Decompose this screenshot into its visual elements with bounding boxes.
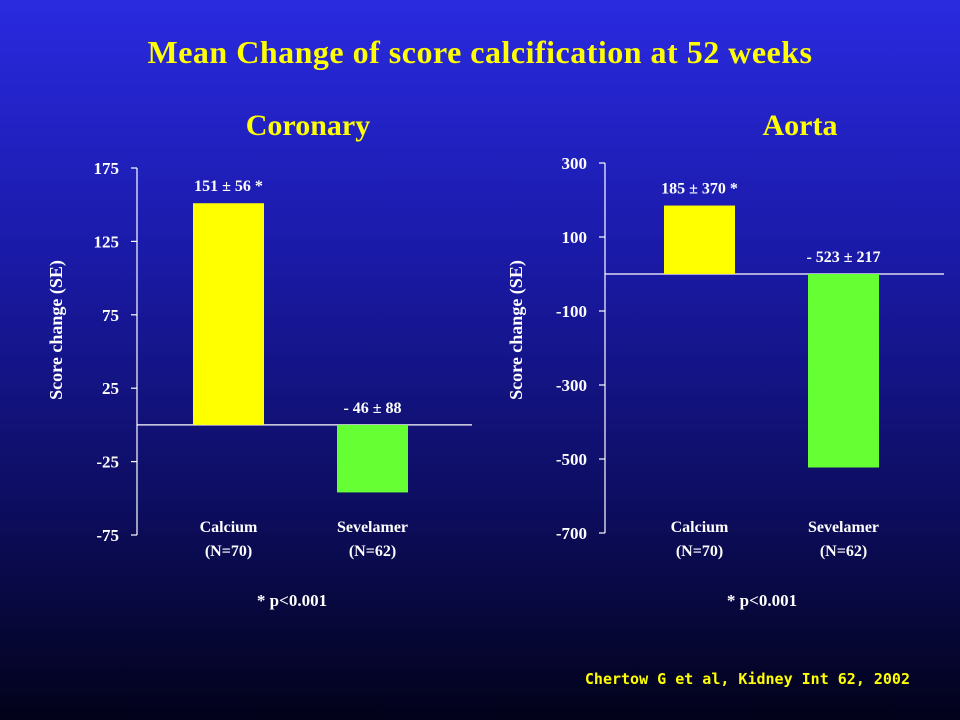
y-tick-label: 100 [562, 228, 588, 247]
y-tick-label: -500 [556, 450, 587, 469]
footnote-1: * p<0.001 [727, 591, 797, 610]
category-label: Sevelamer [808, 519, 879, 536]
category-n-label: (N=70) [205, 543, 252, 560]
category-label: Calcium [671, 519, 729, 536]
panel-title-1: Aorta [763, 109, 838, 142]
y-tick-label: -75 [96, 526, 119, 545]
bar-sevelamer [808, 274, 879, 468]
category-n-label: (N=62) [349, 543, 396, 560]
bar-calcium [193, 203, 264, 425]
data-label: 151 ± 56 * [194, 178, 263, 195]
bar-calcium [664, 205, 735, 274]
y-tick-label: -100 [556, 302, 587, 321]
data-label: - 523 ± 217 [806, 249, 880, 266]
data-label: - 46 ± 88 [343, 400, 401, 417]
category-n-label: (N=70) [676, 543, 723, 560]
y-tick-label: -300 [556, 376, 587, 395]
category-label: Calcium [200, 519, 258, 536]
data-label: 185 ± 370 * [661, 181, 738, 198]
panel-title-0: Coronary [246, 109, 370, 142]
y-tick-label: -25 [96, 453, 119, 472]
y-tick-label: 25 [102, 379, 119, 398]
slide-title: Mean Change of score calcification at 52… [147, 34, 813, 70]
category-label: Sevelamer [337, 519, 408, 536]
y-tick-label: 125 [94, 232, 120, 251]
category-n-label: (N=62) [820, 543, 867, 560]
footnote-0: * p<0.001 [257, 591, 327, 610]
y-tick-label: -700 [556, 524, 587, 543]
citation: Chertow G et al, Kidney Int 62, 2002 [584, 670, 910, 688]
y-tick-label: 175 [94, 159, 120, 178]
bar-sevelamer [337, 424, 408, 493]
y-axis-label-1: Score change (SE) [506, 260, 527, 400]
y-tick-label: 75 [102, 306, 119, 325]
y-axis-label-0: Score change (SE) [46, 260, 67, 400]
y-tick-label: 300 [562, 154, 588, 173]
